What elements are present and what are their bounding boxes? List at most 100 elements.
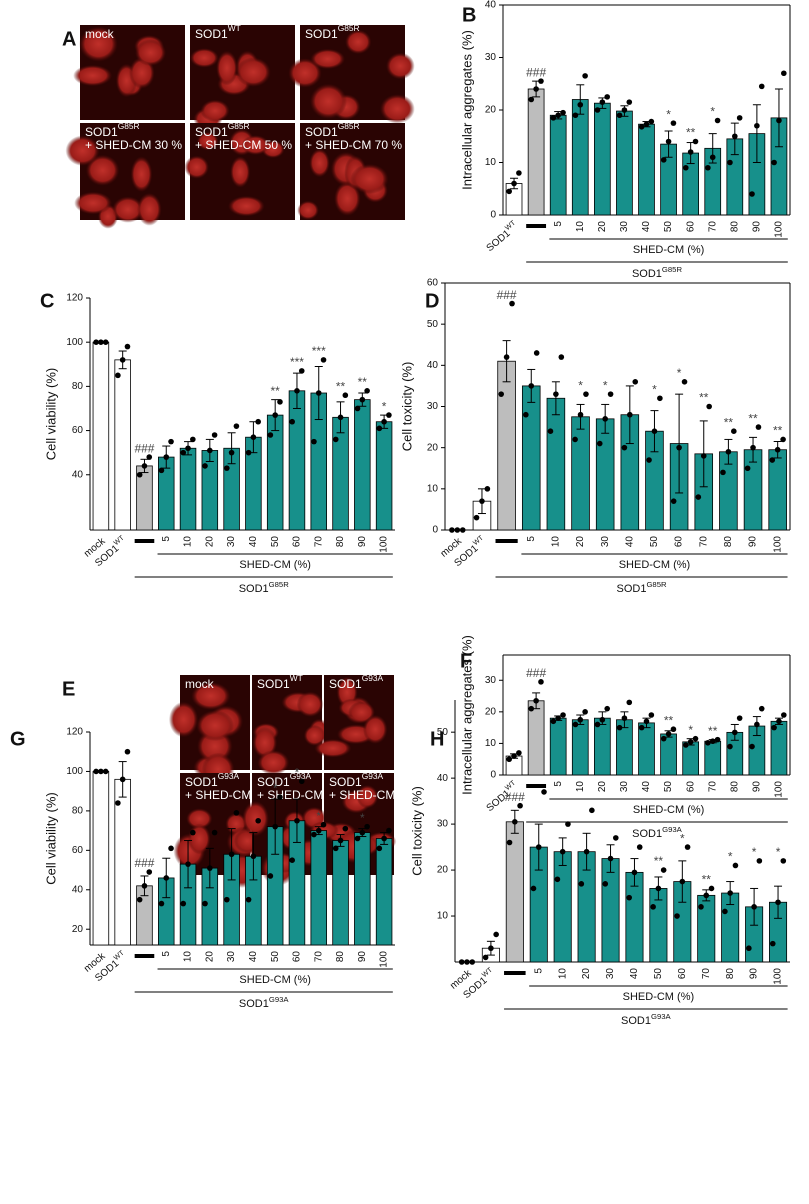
cell <box>200 99 230 122</box>
data-point <box>650 904 656 910</box>
bar <box>332 416 349 531</box>
data-point <box>698 904 704 910</box>
data-point <box>626 894 632 901</box>
control-dash <box>526 784 547 788</box>
data-point <box>506 756 512 763</box>
bar <box>92 341 110 531</box>
data-point <box>267 873 274 879</box>
significance: * <box>316 809 321 823</box>
data-point <box>613 835 619 841</box>
cell <box>196 710 234 742</box>
data-point <box>582 709 588 715</box>
significance: ** <box>702 873 712 887</box>
data-point <box>555 112 561 119</box>
data-point <box>158 900 165 907</box>
y-tick-label: 60 <box>72 425 84 436</box>
x-tick-label: 90 <box>752 221 763 233</box>
x-tick-label: 60 <box>685 781 696 793</box>
cell <box>188 823 211 855</box>
data-point <box>493 931 499 938</box>
x-tick-label: 30 <box>600 536 611 548</box>
data-point <box>577 101 584 108</box>
data-point <box>158 467 165 474</box>
data-point <box>553 391 559 397</box>
data-point <box>550 115 557 121</box>
y-tick-label: 20 <box>485 706 497 717</box>
panel-letter: G <box>10 728 26 750</box>
significance: * <box>677 366 682 380</box>
data-point <box>224 896 230 903</box>
data-point <box>565 821 571 827</box>
data-point <box>228 449 235 456</box>
significance: * <box>776 845 781 859</box>
group-label: SHED-CM (%) <box>633 244 705 256</box>
data-point <box>376 425 383 432</box>
data-point <box>583 848 590 855</box>
data-point <box>577 716 584 723</box>
cell <box>379 94 415 124</box>
data-point <box>780 436 786 443</box>
bar <box>549 114 567 216</box>
data-point <box>627 411 633 418</box>
x-tick-label: 100 <box>774 221 785 238</box>
bar <box>179 447 197 531</box>
data-point <box>277 399 283 405</box>
significance: * <box>603 378 608 392</box>
data-point <box>364 388 370 394</box>
data-point <box>754 721 760 728</box>
data-point <box>705 739 711 746</box>
data-point <box>616 724 623 731</box>
x-tick-label: 60 <box>674 536 685 548</box>
x-tick-label: 20 <box>597 221 608 233</box>
x-tick-label: 90 <box>752 781 763 793</box>
cell <box>356 784 379 809</box>
data-point <box>706 403 712 410</box>
x-tick-label: 90 <box>748 536 759 548</box>
data-point <box>538 78 544 84</box>
significance: ** <box>708 724 718 738</box>
data-point <box>488 945 494 952</box>
y-tick-label: 0 <box>490 210 496 221</box>
data-point <box>228 851 235 858</box>
tile-label: SOD1G85R <box>195 121 250 138</box>
data-point <box>572 112 579 119</box>
y-tick-label: 10 <box>485 738 497 749</box>
cell <box>112 196 144 223</box>
x-tick-label: 80 <box>723 536 734 548</box>
x-tick-label: 100 <box>772 536 783 553</box>
data-point <box>535 844 542 850</box>
data-point <box>190 436 196 443</box>
data-point <box>211 829 218 836</box>
data-point <box>621 715 628 721</box>
data-point <box>655 885 662 892</box>
data-point <box>332 436 339 443</box>
data-point <box>141 463 148 469</box>
bar <box>354 399 371 531</box>
y-tick-label: 20 <box>437 865 449 876</box>
data-point <box>506 839 513 846</box>
data-point <box>589 807 595 814</box>
data-point <box>682 164 689 171</box>
data-point <box>626 699 633 706</box>
data-point <box>484 486 491 492</box>
data-point <box>119 776 126 783</box>
cell <box>257 750 290 776</box>
data-point <box>190 829 196 836</box>
data-point <box>136 896 143 903</box>
bar <box>332 840 349 946</box>
group-label: SOD1G85R <box>239 580 289 595</box>
significance: * <box>652 382 657 396</box>
data-point <box>714 117 721 124</box>
bar <box>310 830 327 946</box>
y-axis-title: Cell toxicity (%) <box>399 362 414 452</box>
x-tick-label: 20 <box>575 536 586 548</box>
group-label: SHED-CM (%) <box>239 559 311 571</box>
data-point <box>185 445 191 452</box>
x-tick-label: 80 <box>335 951 346 963</box>
significance: * <box>273 781 278 795</box>
x-tick-label: 40 <box>624 536 635 548</box>
data-point <box>163 875 170 881</box>
cell <box>309 83 347 120</box>
bar <box>601 858 620 963</box>
significance: * <box>360 811 365 825</box>
